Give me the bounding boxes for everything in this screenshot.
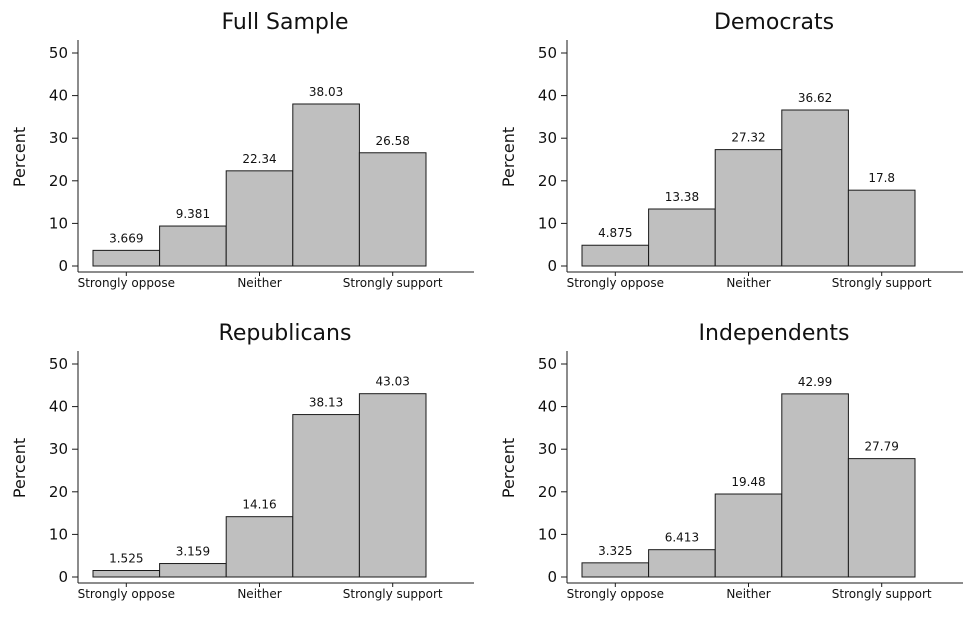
panel-independents: Independents Percent 0 10 20 30 40 50 3.325 6.413… [489,311,979,621]
y-axis-label: Percent [10,438,29,498]
bar-4 [781,393,849,578]
bar-5 [358,152,427,267]
bar-1 [92,249,161,267]
y-tick-label: 30 [49,440,68,458]
x-tick-label-neither: Neither [726,276,770,290]
x-tick-label-strongly-oppose: Strongly oppose [567,587,664,601]
x-tick-label-strongly-oppose: Strongly oppose [78,587,175,601]
x-tick-label-strongly-oppose: Strongly oppose [567,276,664,290]
x-tick-label-neither: Neither [726,587,770,601]
value-label: 27.79 [865,440,899,454]
bar-3 [225,516,294,578]
bar-1 [92,570,161,578]
x-tick-label-strongly-support: Strongly support [343,276,443,290]
chart-title: Independents [699,321,850,346]
bar-2 [648,208,716,267]
y-axis-label: Percent [499,438,518,498]
value-label: 27.32 [731,131,765,145]
bar-5 [358,393,427,578]
y-tick-label: 20 [538,172,557,190]
chart-svg: Democrats Percent 0 10 20 30 40 50 4.875 13.38 27.… [499,10,963,290]
value-label: 19.48 [731,475,765,489]
chart-title: Full Sample [221,10,348,35]
value-label: 4.875 [598,226,632,240]
y-tick-label: 0 [58,568,68,586]
x-tick-label-neither: Neither [237,587,281,601]
value-label: 6.413 [665,531,699,545]
panel-republicans: Republicans Percent 0 10 20 30 40 50 1.525 3.159 1… [0,311,490,621]
bar-4 [292,414,360,578]
value-label: 1.525 [109,552,143,566]
bar-5 [847,458,916,578]
value-label: 3.159 [176,545,210,559]
y-tick-label: 50 [49,355,68,373]
x-tick-label-strongly-support: Strongly support [832,276,932,290]
y-tick-label: 0 [547,257,557,275]
chart-svg: Full Sample Percent 0 10 20 30 40 50 3.669 9.381 2… [10,10,474,290]
value-label: 17.8 [868,171,895,185]
bar-3 [714,149,783,267]
value-label: 13.38 [665,190,699,204]
chart-title: Democrats [714,10,834,35]
bar-4 [292,103,360,267]
chart-title: Republicans [219,321,352,346]
value-label: 38.13 [309,396,343,410]
bar-2 [159,225,227,267]
bar-1 [581,562,650,578]
y-tick-label: 50 [49,44,68,62]
x-tick-label-strongly-support: Strongly support [832,587,932,601]
y-tick-label: 0 [58,257,68,275]
y-tick-label: 20 [538,483,557,501]
value-label: 38.03 [309,85,343,99]
chart-svg: Independents Percent 0 10 20 30 40 50 3.325 6.413… [499,321,963,601]
y-tick-label: 40 [49,87,68,105]
y-tick-label: 20 [49,483,68,501]
value-label: 3.669 [109,231,143,245]
y-tick-label: 40 [49,398,68,416]
y-tick-label: 10 [49,525,68,543]
y-tick-label: 30 [538,129,557,147]
chart-svg: Republicans Percent 0 10 20 30 40 50 1.525 3.159 1… [10,321,474,601]
panel-democrats: Democrats Percent 0 10 20 30 40 50 4.875 13.38 27.… [489,0,979,310]
x-tick-label-strongly-oppose: Strongly oppose [78,276,175,290]
y-axis-label: Percent [10,127,29,187]
value-label: 3.325 [598,544,632,558]
value-label: 36.62 [798,91,832,105]
y-axis-label: Percent [499,127,518,187]
y-tick-label: 0 [547,568,557,586]
value-label: 42.99 [798,375,832,389]
bar-1 [581,244,650,267]
y-tick-label: 40 [538,398,557,416]
bar-3 [225,170,294,267]
y-tick-label: 10 [49,214,68,232]
bar-2 [159,563,227,578]
y-tick-label: 10 [538,525,557,543]
bar-4 [781,109,849,267]
y-tick-label: 50 [538,355,557,373]
bar-5 [847,189,916,267]
y-tick-label: 20 [49,172,68,190]
value-label: 43.03 [376,375,410,389]
panel-full-sample: Full Sample Percent 0 10 20 30 40 50 3.669 9.381 2… [0,0,490,310]
y-tick-label: 30 [538,440,557,458]
value-label: 22.34 [242,152,276,166]
y-tick-label: 30 [49,129,68,147]
y-tick-label: 50 [538,44,557,62]
y-tick-label: 40 [538,87,557,105]
value-label: 26.58 [376,134,410,148]
y-tick-label: 10 [538,214,557,232]
bar-2 [648,549,716,578]
bar-3 [714,493,783,578]
x-tick-label-strongly-support: Strongly support [343,587,443,601]
value-label: 9.381 [176,207,210,221]
x-tick-label-neither: Neither [237,276,281,290]
value-label: 14.16 [242,498,276,512]
